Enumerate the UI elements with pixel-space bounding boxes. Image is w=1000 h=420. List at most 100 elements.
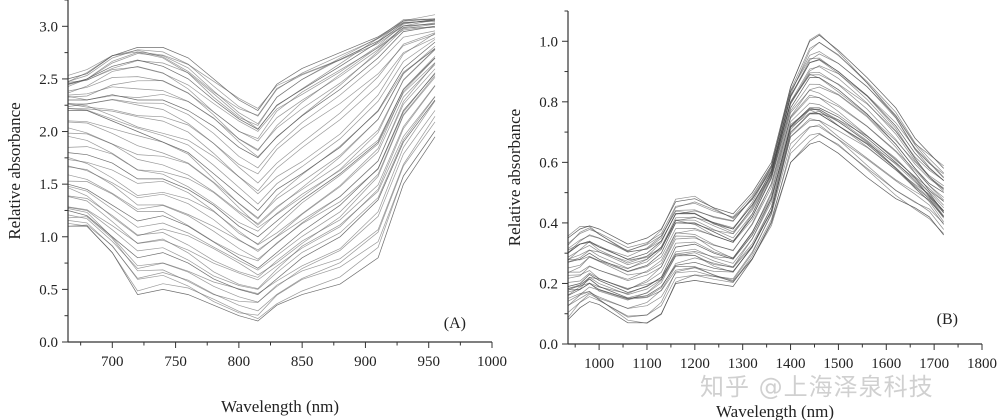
spectrum-line-spectrum-2: [67, 19, 436, 130]
interpolated-spectrum-line: [67, 30, 436, 169]
y-tick-label: 0.4: [539, 216, 558, 232]
interpolated-spectrum-line: [67, 116, 436, 303]
interpolated-spectrum-line: [67, 32, 436, 184]
spectrum-line-spectrum-1: [67, 18, 436, 111]
spectrum-line-spectrum-7: [67, 99, 436, 295]
x-tick-label: 1400: [776, 356, 806, 372]
x-tick-label: 900: [354, 354, 377, 370]
interpolated-spectrum-line: [567, 112, 944, 293]
interpolated-spectrum-line: [567, 57, 944, 257]
interpolated-spectrum-line: [567, 108, 944, 295]
y-tick-label: 3.0: [39, 19, 58, 35]
interpolated-spectrum-line: [67, 100, 436, 294]
interpolated-spectrum-line: [67, 58, 436, 246]
interpolated-spectrum-line: [567, 120, 944, 302]
interpolated-spectrum-line: [67, 48, 436, 229]
interpolated-spectrum-line: [67, 85, 436, 278]
x-tick-label: 1600: [871, 356, 901, 372]
chart-panel-a: 700 750 800 850 900 950 1000 0.0 0.5 1.0 1.5 2.0 2.5…: [5, 0, 507, 416]
interpolated-spectrum-line: [67, 39, 436, 205]
y-tick-label: 0.8: [539, 95, 558, 111]
watermark: 知乎 @上海泽泉科技: [700, 373, 934, 401]
chart-panel-b: 1000 1100 1200 1300 1400 1500 1600 1700 1800 0.0 0…: [505, 10, 997, 420]
interpolated-spectrum-line: [567, 66, 944, 266]
x-tick-label: 1200: [680, 356, 710, 372]
y-tick-label: 2.5: [39, 72, 58, 88]
spectrum-line-spectrum-2: [567, 59, 944, 260]
interpolated-spectrum-line: [67, 96, 436, 289]
interpolated-spectrum-line: [567, 73, 944, 270]
interpolated-spectrum-line: [67, 130, 436, 316]
panel-label: (A): [444, 315, 466, 332]
x-tick-label: 1100: [632, 356, 661, 372]
x-axis-title: Wavelength (nm): [716, 402, 834, 420]
interpolated-spectrum-line: [567, 96, 944, 281]
x-tick-label: 1000: [477, 354, 507, 370]
interpolated-spectrum-line: [67, 34, 436, 175]
x-tick-label: 1700: [919, 356, 949, 372]
interpolated-spectrum-line: [567, 132, 944, 317]
interpolated-spectrum-line: [67, 49, 436, 225]
spectrum-line-spectrum-6: [67, 73, 436, 269]
interpolated-spectrum-line: [67, 85, 436, 281]
interpolated-spectrum-line: [67, 23, 436, 151]
y-tick-label: 0.6: [539, 155, 558, 171]
x-tick-label: 950: [417, 354, 440, 370]
interpolated-spectrum-line: [67, 75, 436, 271]
interpolated-spectrum-line: [67, 72, 436, 262]
interpolated-spectrum-line: [567, 51, 944, 251]
interpolated-spectrum-line: [567, 74, 944, 263]
interpolated-spectrum-line: [67, 22, 436, 142]
x-tick-label: 1800: [967, 356, 997, 372]
interpolated-spectrum-line: [67, 37, 436, 192]
interpolated-spectrum-line: [67, 21, 436, 125]
spectrum-line-spectrum-5: [67, 57, 436, 238]
interpolated-spectrum-line: [67, 18, 436, 132]
x-tick-label: 700: [101, 354, 124, 370]
interpolated-spectrum-line: [67, 33, 436, 195]
interpolated-spectrum-line: [567, 86, 944, 276]
interpolated-spectrum-line: [67, 110, 436, 303]
interpolated-spectrum-line: [67, 64, 436, 252]
interpolated-spectrum-line: [567, 126, 944, 309]
y-tick-label: 1.0: [39, 230, 58, 246]
spectrum-line-spectrum-3: [68, 25, 436, 159]
x-tick-label: 1500: [823, 356, 853, 372]
x-tick-label: 850: [291, 354, 314, 370]
y-tick-label: 0.2: [539, 276, 558, 292]
interpolated-spectrum-line: [567, 41, 944, 253]
interpolated-spectrum-line: [67, 18, 436, 130]
interpolated-spectrum-line: [67, 96, 436, 290]
interpolated-spectrum-line: [567, 71, 944, 269]
interpolated-spectrum-line: [567, 33, 944, 252]
interpolated-spectrum-line: [67, 56, 436, 232]
spectra-lines: [567, 33, 944, 324]
y-tick-label: 2.0: [39, 125, 58, 141]
y-axis-title: Relative absorbance: [5, 102, 24, 239]
spectra-lines: [67, 14, 436, 322]
interpolated-spectrum-line: [67, 45, 436, 219]
y-tick-label: 1.0: [539, 34, 558, 50]
interpolated-spectrum-line: [567, 65, 944, 261]
y-tick-label: 1.5: [39, 177, 58, 193]
y-tick-label: 0.0: [539, 337, 558, 353]
interpolated-spectrum-line: [67, 130, 436, 319]
spectrum-line-spectrum-8: [68, 136, 436, 322]
x-tick-label: 750: [164, 354, 187, 370]
interpolated-spectrum-line: [67, 19, 436, 116]
interpolated-spectrum-line: [567, 41, 944, 248]
x-tick-label: 1300: [728, 356, 758, 372]
x-axis-title: Wavelength (nm): [221, 397, 339, 416]
y-tick-label: 0.0: [39, 335, 58, 351]
interpolated-spectrum-line: [567, 118, 944, 309]
interpolated-spectrum-line: [67, 62, 436, 245]
spectrum-line-spectrum-4: [567, 107, 944, 293]
y-axis-title: Relative absorbance: [505, 109, 524, 246]
x-tick-label: 800: [228, 354, 251, 370]
interpolated-spectrum-line: [67, 23, 436, 126]
interpolated-spectrum-line: [567, 83, 944, 273]
panel-label: (B): [937, 311, 958, 328]
interpolated-spectrum-line: [567, 109, 944, 294]
interpolated-spectrum-line: [67, 25, 436, 140]
